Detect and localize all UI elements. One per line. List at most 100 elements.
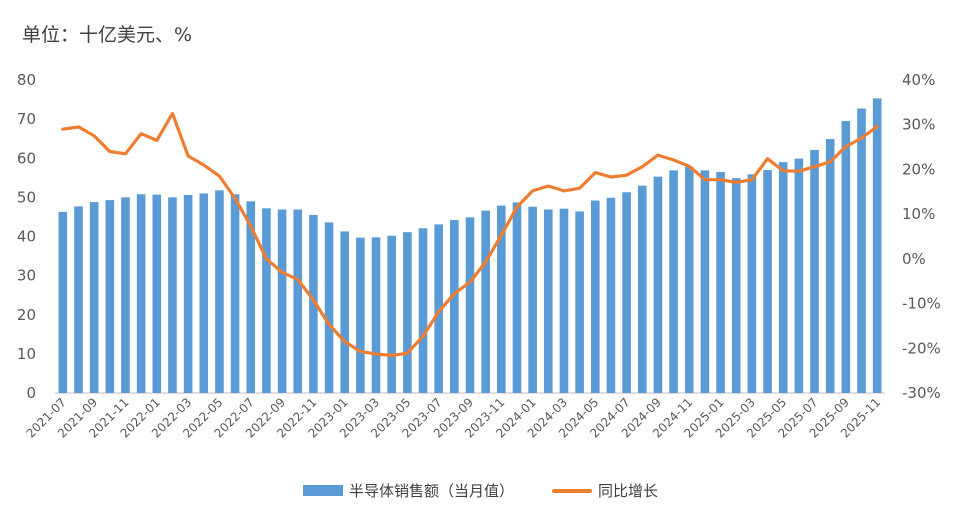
bar [121, 197, 130, 393]
bar [465, 217, 475, 393]
bar [497, 205, 506, 393]
growth-point [547, 184, 550, 188]
y-left-tick-label: 70 [17, 110, 36, 128]
y-right-tick-label: 10% [902, 205, 935, 223]
growth-point [703, 178, 707, 181]
bar [58, 211, 68, 393]
growth-point [186, 154, 190, 158]
y-right-tick-label: -10% [902, 295, 941, 313]
growth-point [92, 134, 96, 138]
y-left-tick-label: 60 [17, 149, 36, 167]
growth-point [594, 171, 597, 174]
growth-point [719, 178, 722, 181]
combo-chart: 0 10 20 30 40 50 60 70 80 -30% -20% -10% 0% 10% 20% 30%… [17, 71, 941, 441]
growth-point [672, 158, 675, 162]
legend-line-swatch [552, 488, 592, 493]
bar [74, 206, 83, 393]
y-right-tick-label: 0% [902, 250, 926, 268]
growth-point [453, 292, 456, 295]
growth-point [202, 163, 205, 167]
growth-point [77, 125, 80, 129]
bar [841, 121, 851, 394]
bar [622, 192, 631, 393]
legend-item-sales: 半导体销售额（当月值） [302, 480, 514, 501]
legend-label-sales: 半导体销售额（当月值） [348, 482, 514, 500]
growth-point [578, 187, 581, 190]
growth-point [860, 136, 863, 140]
bar [684, 166, 694, 393]
growth-point [280, 271, 284, 274]
legend-label-growth: 同比增长 [598, 482, 659, 500]
growth-point [500, 233, 503, 237]
bar [559, 208, 569, 393]
growth-point [797, 170, 801, 173]
y-right-tick-label: 40% [902, 71, 935, 89]
growth-point [766, 157, 769, 160]
bar [857, 108, 866, 393]
growth-point [813, 165, 816, 168]
bar [825, 139, 835, 393]
bar [356, 237, 365, 393]
bar [262, 208, 271, 393]
growth-point [782, 169, 785, 172]
bar [450, 220, 459, 393]
y-right-tick-label: -20% [902, 339, 941, 357]
bar [340, 231, 350, 393]
y-left-tick-label: 40 [17, 228, 36, 246]
legend-bar-swatch [302, 485, 343, 496]
bar [543, 209, 553, 393]
bar [590, 200, 600, 393]
growth-point [327, 323, 331, 326]
bar [731, 178, 741, 393]
growth-point [735, 181, 738, 184]
bar [136, 194, 146, 393]
bar [700, 170, 710, 393]
growth-point [390, 354, 393, 357]
growth-point [124, 152, 127, 155]
growth-point [265, 257, 268, 261]
growth-point [406, 352, 409, 355]
y-left-tick-label: 30 [17, 267, 36, 285]
y-left-tick-label: 50 [17, 188, 36, 206]
bar [637, 185, 647, 393]
growth-point [343, 340, 346, 343]
bar [230, 194, 240, 393]
growth-point [296, 278, 299, 281]
bar [528, 206, 537, 393]
y-right-tick-label: -30% [902, 384, 941, 402]
growth-point [484, 260, 487, 264]
bar [747, 174, 757, 393]
growth-point [875, 125, 879, 128]
bar [152, 194, 162, 393]
growth-point [515, 205, 519, 209]
growth-point [155, 139, 158, 142]
y-right-tick-label: 30% [902, 116, 935, 134]
bar [872, 98, 882, 394]
growth-point [359, 350, 362, 353]
y-left-tick-label: 10 [17, 345, 36, 363]
unit-label: 单位：十亿美元、% [22, 24, 193, 46]
growth-point [688, 165, 691, 168]
growth-point [750, 178, 754, 181]
bar [387, 235, 397, 393]
growth-point [531, 189, 534, 193]
growth-point [139, 132, 143, 135]
growth-point [656, 153, 660, 157]
growth-point [562, 189, 566, 193]
growth-point [233, 197, 237, 200]
growth-point [374, 352, 378, 356]
growth-point [828, 160, 832, 164]
bar [418, 228, 428, 393]
y-left-tick-label: 80 [17, 71, 36, 89]
bar [371, 237, 381, 393]
growth-point [249, 225, 252, 228]
growth-point [61, 127, 65, 131]
bar [183, 195, 193, 393]
bar [778, 162, 788, 393]
growth-point [421, 335, 425, 338]
growth-point [312, 298, 315, 302]
bar [215, 190, 224, 393]
y-left-tick-label: 0 [26, 384, 36, 402]
bar [653, 176, 663, 393]
y-right-tick-label: 20% [902, 160, 935, 178]
